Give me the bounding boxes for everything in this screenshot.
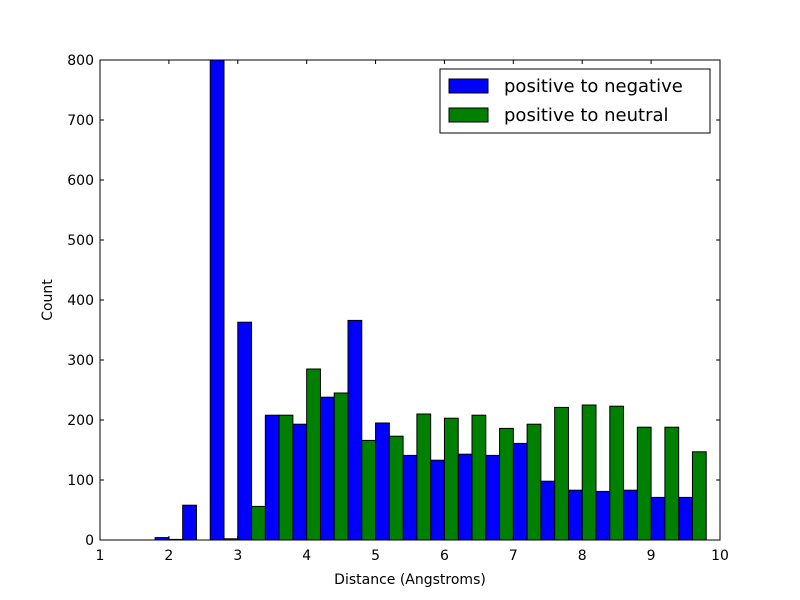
bar-positive-to-neutral-17 [581, 404, 597, 541]
bar-positive-to-negative-7 [292, 423, 308, 541]
y-tick-label-2: 200 [67, 413, 94, 429]
legend-label-positive-to-neutral: positive to neutral [504, 105, 669, 126]
bar-positive-to-negative-14 [485, 454, 501, 541]
bars-layer [154, 59, 707, 541]
x-tick-label-5: 6 [440, 548, 449, 564]
bar-positive-to-negative-19 [623, 489, 638, 541]
x-tick-label-3: 4 [302, 548, 311, 564]
bar-positive-to-neutral-10 [388, 435, 404, 541]
bar-positive-to-negative-3 [182, 504, 197, 541]
bar-positive-to-negative-16 [540, 480, 556, 541]
bar-positive-to-negative-18 [595, 490, 611, 541]
y-axis-label: Count [40, 279, 56, 321]
x-tick-label-8: 9 [647, 548, 656, 564]
y-tick-label-8: 800 [67, 53, 94, 69]
x-axis-label: Distance (Angstroms) [334, 572, 486, 588]
bar-positive-to-neutral-19 [636, 426, 652, 541]
x-tick-label-2: 3 [233, 548, 242, 564]
y-tick-label-3: 300 [67, 353, 94, 369]
bar-positive-to-negative-12 [430, 459, 445, 541]
bar-positive-to-negative-11 [402, 454, 418, 541]
bar-positive-to-neutral-9 [361, 439, 377, 541]
bar-positive-to-neutral-7 [306, 368, 321, 541]
bar-positive-to-negative-9 [347, 319, 363, 541]
bar-positive-to-negative-15 [512, 442, 528, 541]
bar-positive-to-neutral-12 [443, 417, 459, 541]
bar-positive-to-neutral-13 [471, 414, 487, 541]
bar-positive-to-negative-6 [264, 414, 280, 541]
bar-positive-to-negative-5 [237, 321, 253, 541]
bar-positive-to-neutral-6 [278, 414, 294, 541]
y-tick-label-1: 100 [67, 473, 94, 489]
bar-positive-to-neutral-18 [609, 405, 625, 541]
bar-positive-to-neutral-11 [416, 413, 432, 541]
bar-positive-to-negative-20 [650, 496, 666, 541]
bar-positive-to-neutral-14 [499, 427, 514, 541]
bar-positive-to-neutral-5 [251, 505, 266, 541]
bar-positive-to-negative-10 [375, 422, 390, 541]
bar-positive-to-neutral-16 [554, 406, 569, 541]
bar-positive-to-neutral-21 [691, 451, 707, 541]
y-tick-label-0: 0 [85, 533, 94, 549]
bar-positive-to-neutral-8 [333, 392, 349, 541]
x-tick-label-4: 5 [371, 548, 380, 564]
x-tick-label-1: 2 [164, 548, 173, 564]
x-tick-label-9: 10 [711, 548, 729, 564]
y-tick-label-4: 400 [67, 293, 94, 309]
x-tick-label-7: 8 [578, 548, 587, 564]
x-tick-label-0: 1 [96, 548, 105, 564]
y-tick-label-6: 600 [67, 173, 94, 189]
bar-positive-to-negative-13 [457, 453, 473, 541]
legend: positive to negative positive to neutral [439, 68, 711, 134]
x-tick-label-6: 7 [509, 548, 518, 564]
bar-positive-to-negative-17 [567, 489, 583, 541]
legend-swatch-positive-to-neutral [448, 107, 489, 123]
y-tick-label-7: 700 [67, 113, 94, 129]
bar-positive-to-negative-21 [678, 496, 693, 541]
bar-positive-to-neutral-20 [664, 426, 680, 541]
y-tick-label-5: 500 [67, 233, 94, 249]
legend-swatch-positive-to-negative [448, 78, 489, 94]
bar-positive-to-neutral-15 [526, 423, 542, 541]
bar-positive-to-negative-4 [209, 59, 225, 541]
bar-positive-to-negative-8 [319, 396, 335, 541]
legend-label-positive-to-negative: positive to negative [504, 76, 683, 97]
